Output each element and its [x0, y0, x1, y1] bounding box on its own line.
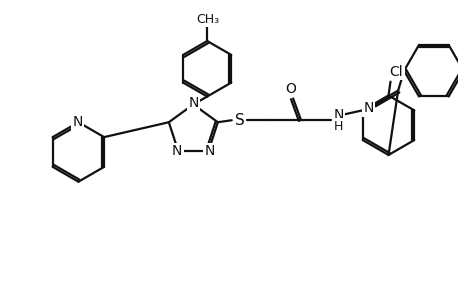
Text: H: H [333, 120, 343, 133]
Text: N: N [188, 96, 198, 110]
Text: N: N [204, 144, 214, 158]
Text: N: N [333, 108, 343, 122]
Text: N: N [72, 115, 83, 129]
Text: N: N [363, 101, 373, 116]
Text: S: S [234, 113, 244, 128]
Text: CH₃: CH₃ [196, 13, 219, 26]
Text: N: N [172, 144, 182, 158]
Text: Cl: Cl [389, 65, 403, 79]
Text: O: O [285, 82, 296, 95]
